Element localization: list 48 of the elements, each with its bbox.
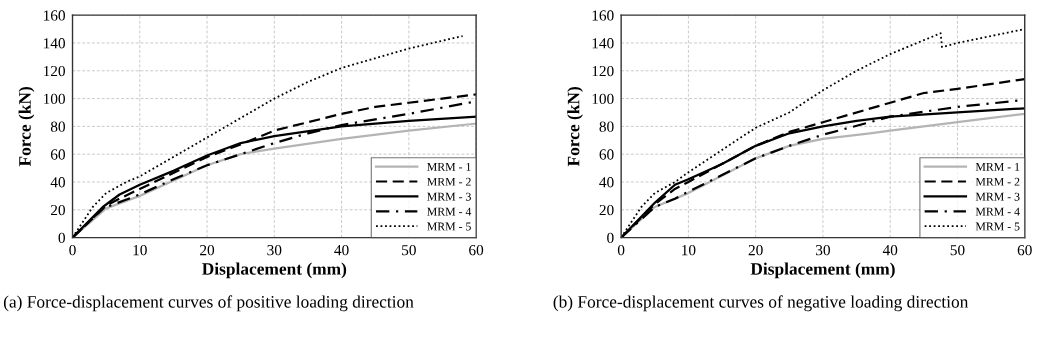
- x-tick-label: 50: [950, 244, 965, 256]
- y-axis-title: Force (kN): [567, 87, 583, 167]
- text: (b) Force-displacement curves of negative loading direction: [553, 295, 969, 312]
- legend-label: MRM - 3: [975, 192, 1020, 201]
- y-tick-label: 20: [50, 204, 65, 216]
- legend-label: MRM - 5: [427, 222, 471, 231]
- x-tick-label: 30: [816, 244, 830, 256]
- y-tick-label: 60: [50, 149, 65, 160]
- legend-label: MRM - 1: [427, 162, 471, 171]
- y-tick-label: 160: [592, 10, 614, 21]
- x-axis-title: Displacement (mm): [202, 262, 347, 279]
- x-tick-label: 0: [617, 244, 625, 256]
- y-tick-label: 120: [592, 65, 614, 77]
- x-tick-label: 60: [469, 244, 484, 256]
- y-tick-label: 100: [592, 93, 614, 105]
- y-tick-label: 140: [44, 38, 65, 49]
- y-tick-label: 140: [592, 38, 614, 49]
- legend-label: MRM - 3: [427, 192, 471, 201]
- y-tick-label: 40: [50, 177, 65, 188]
- x-tick-label: 40: [882, 244, 898, 256]
- x-tick-label: 10: [133, 244, 147, 256]
- y-tick-label: 0: [58, 232, 65, 244]
- x-tick-label: 20: [748, 244, 763, 256]
- x-tick-label: 60: [1017, 244, 1032, 256]
- x-tick-label: 40: [334, 244, 349, 256]
- y-tick-label: 160: [44, 10, 65, 21]
- y-tick-label: 80: [50, 121, 65, 132]
- legend-label: MRM - 2: [427, 177, 471, 186]
- y-tick-label: 60: [599, 149, 614, 160]
- x-tick-label: 20: [200, 244, 215, 256]
- x-tick-label: 50: [402, 244, 416, 256]
- x-tick-label: 0: [69, 244, 76, 256]
- x-tick-label: 10: [682, 244, 696, 256]
- y-tick-label: 0: [607, 232, 614, 244]
- x-tick-label: 30: [267, 244, 282, 256]
- legend-label: MRM - 5: [975, 222, 1020, 231]
- y-tick-label: 20: [599, 204, 614, 216]
- text: (a) Force-displacement curves of positive loading direction: [3, 295, 414, 312]
- legend-label: MRM - 2: [975, 177, 1020, 186]
- legend-label: MRM - 4: [427, 207, 472, 216]
- y-tick-label: 120: [44, 65, 65, 77]
- y-tick-label: 40: [599, 177, 614, 188]
- x-axis-title: Displacement (mm): [750, 262, 895, 279]
- legend-label: MRM - 1: [975, 162, 1020, 171]
- y-tick-label: 80: [599, 121, 614, 132]
- y-axis-title: Force (kN): [18, 87, 35, 167]
- y-tick-label: 100: [44, 93, 65, 105]
- legend-label: MRM - 4: [975, 207, 1020, 216]
